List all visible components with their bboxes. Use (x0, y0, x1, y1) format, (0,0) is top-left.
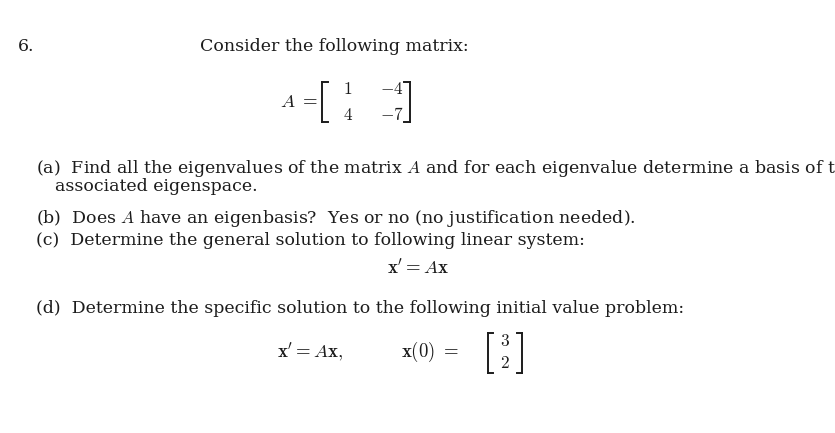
Text: $-4$: $-4$ (380, 81, 404, 98)
Text: $2$: $2$ (500, 355, 510, 372)
Text: $1$: $1$ (343, 81, 352, 98)
Text: $\mathbf{x}' = A\mathbf{x},$: $\mathbf{x}' = A\mathbf{x},$ (276, 341, 343, 363)
Text: (a)  Find all the eigenvalues of the matrix $A$ and for each eigenvalue determin: (a) Find all the eigenvalues of the matr… (36, 158, 835, 179)
Text: (b)  Does $A$ have an eigenbasis?  Yes or no (no justification needed).: (b) Does $A$ have an eigenbasis? Yes or … (36, 208, 635, 229)
Text: $3$: $3$ (500, 333, 510, 349)
Text: associated eigenspace.: associated eigenspace. (55, 178, 258, 195)
Text: Consider the following matrix:: Consider the following matrix: (200, 38, 468, 55)
Text: (d)  Determine the specific solution to the following initial value problem:: (d) Determine the specific solution to t… (36, 300, 684, 317)
Text: 6.: 6. (18, 38, 34, 55)
Text: $A\ =\ $: $A\ =\ $ (280, 93, 318, 111)
Text: (c)  Determine the general solution to following linear system:: (c) Determine the general solution to fo… (36, 232, 584, 249)
Text: $\mathbf{x}(0)\ =\ $: $\mathbf{x}(0)\ =\ $ (401, 340, 459, 364)
Text: $\mathbf{x}' = A\mathbf{x}$: $\mathbf{x}' = A\mathbf{x}$ (387, 258, 449, 278)
Text: $-7$: $-7$ (380, 107, 404, 123)
Text: $4$: $4$ (343, 107, 353, 123)
